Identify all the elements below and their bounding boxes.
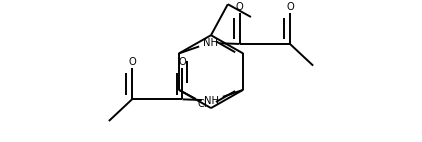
Text: NH: NH — [203, 96, 219, 106]
Text: O: O — [179, 57, 187, 67]
Text: O: O — [235, 2, 243, 12]
Text: NH: NH — [203, 38, 219, 48]
Text: Cl: Cl — [197, 100, 207, 109]
Text: O: O — [286, 2, 294, 12]
Text: O: O — [128, 57, 136, 67]
